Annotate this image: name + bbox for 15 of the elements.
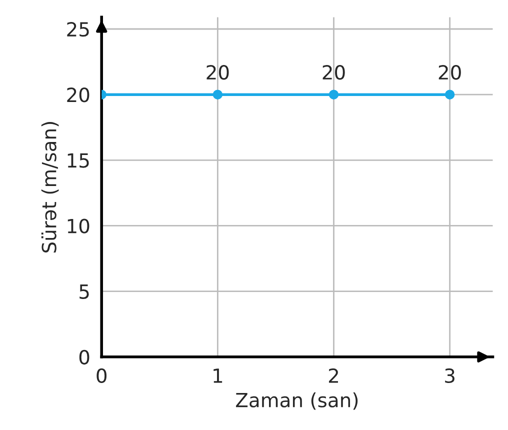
x-tick-label: 2 <box>328 368 338 383</box>
data-label: 20 <box>438 64 461 80</box>
x-tick-label: 0 <box>96 368 106 384</box>
y-tick-label: 10 <box>68 218 90 234</box>
x-tick-label: 1 <box>214 368 222 383</box>
y-tick-label: 0 <box>79 350 90 365</box>
y-tick-label: 25 <box>67 22 89 37</box>
x-tick-label: 3 <box>445 368 454 384</box>
data-label: 20 <box>322 64 345 80</box>
data-label: 20 <box>206 64 229 80</box>
y-tick-label: 20 <box>67 88 90 102</box>
y-axis-title: Sürət (m/san) <box>41 122 59 252</box>
y-tick-label: 15 <box>68 153 89 168</box>
x-axis-title: Zaman (san) <box>236 392 358 410</box>
y-tick-label: 5 <box>80 284 89 299</box>
